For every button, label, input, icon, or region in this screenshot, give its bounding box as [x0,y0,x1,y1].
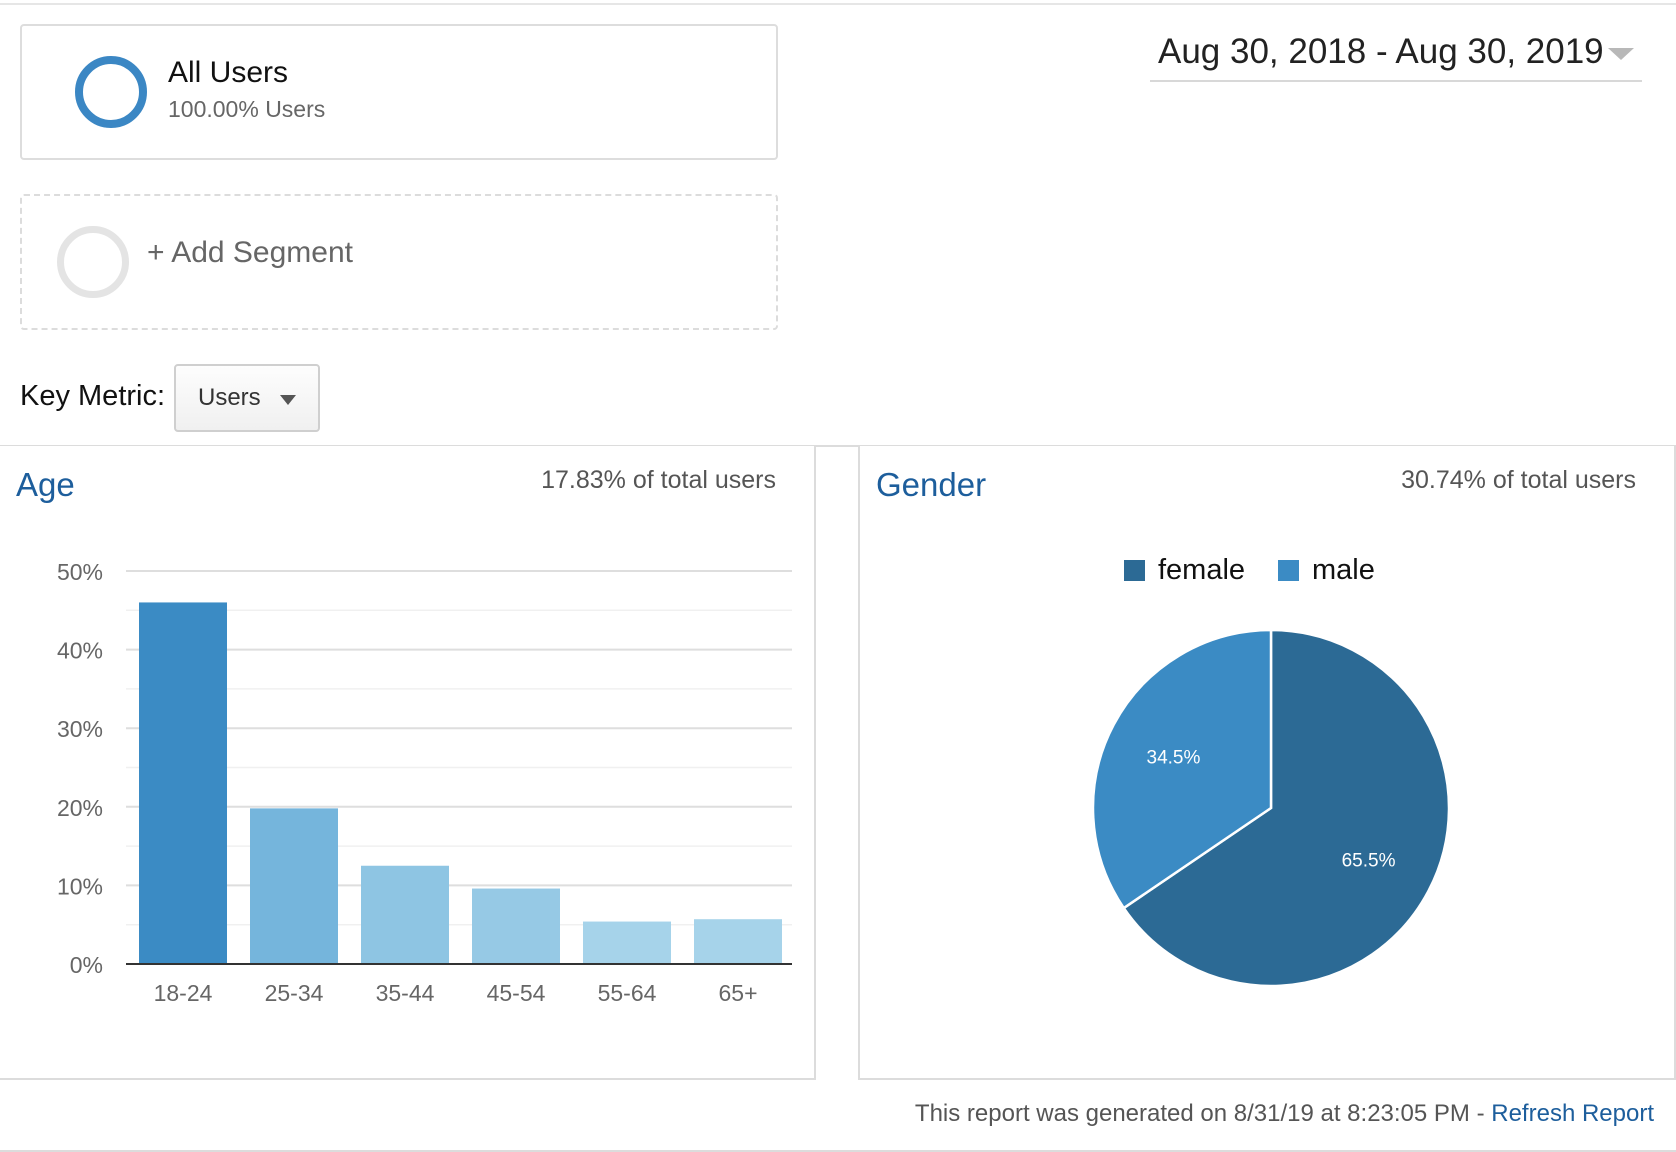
bottom-divider [0,1150,1676,1152]
bar-35-44 [361,865,449,964]
x-tick-label: 45-54 [487,980,546,1006]
key-metric-label: Key Metric: [20,380,166,412]
add-segment-label: + Add Segment [147,236,353,269]
pie-slice-female [1122,628,1451,988]
section-divider [0,445,1676,447]
report-footer: This report was generated on 8/31/19 at … [915,1100,1654,1128]
segment-all-users[interactable]: All Users 100.00% Users [20,24,778,160]
x-tick-label: 65+ [718,980,757,1006]
y-tick-label: 0% [70,952,103,978]
age-panel: Age 17.83% of total users 0% 10% 20% 30% 40%… [0,446,816,1080]
pie-label-female: 65.5% [1342,851,1396,872]
refresh-report-link[interactable]: Refresh Report [1491,1100,1654,1127]
y-tick-label: 30% [57,716,103,742]
segment-name: All Users [168,56,289,89]
report-generated-text: This report was generated on 8/31/19 at … [914,1100,1492,1127]
top-divider [0,3,1676,5]
key-metric-value: Users [198,384,261,411]
bar-45-54 [472,888,560,964]
bar-65+ [694,919,782,964]
gender-pie-chart: 65.5% 34.5% [1091,628,1451,988]
y-tick-label: 20% [57,795,103,821]
gender-panel: Gender 30.74% of total users female male… [858,446,1676,1080]
date-range-picker[interactable]: Aug 30, 2018 - Aug 30, 2019 [1150,28,1642,82]
pie-label-male: 34.5% [1147,747,1201,768]
legend-swatch-male [1278,560,1299,581]
x-tick-label: 35-44 [376,980,435,1006]
age-bar-chart: 0% 10% 20% 30% 40% 50% 18-24 25-34 35-44 45-54 55-… [57,559,792,1006]
legend-label-female: female [1158,554,1246,586]
bar-55-64 [583,921,671,964]
y-tick-label: 40% [57,638,103,664]
x-tick-label: 18-24 [154,980,213,1006]
add-segment-button[interactable]: + Add Segment [20,194,778,330]
gender-total-users-stat: 30.74% of total users [1401,466,1636,494]
age-total-users-stat: 17.83% of total users [541,466,776,494]
empty-segment-ring-icon [57,226,129,298]
legend-label-male: male [1312,554,1375,586]
segment-percentage: 100.00% Users [168,96,326,122]
date-range-text: Aug 30, 2018 - Aug 30, 2019 [1158,32,1604,71]
segment-ring-icon [75,56,147,128]
x-tick-label: 25-34 [265,980,324,1006]
x-tick-label: 55-64 [598,980,657,1006]
dropdown-arrow-icon [280,395,296,405]
gender-title[interactable]: Gender [876,466,987,503]
pie-slice-male [1091,628,1273,910]
age-title[interactable]: Age [16,466,75,503]
y-tick-label: 50% [57,559,103,585]
key-metric-dropdown[interactable]: Users [174,364,320,432]
bar-18-24 [139,602,227,964]
y-tick-label: 10% [57,873,103,899]
chevron-down-icon [1608,48,1634,60]
bar-25-34 [250,808,338,964]
legend-swatch-female [1124,560,1145,581]
